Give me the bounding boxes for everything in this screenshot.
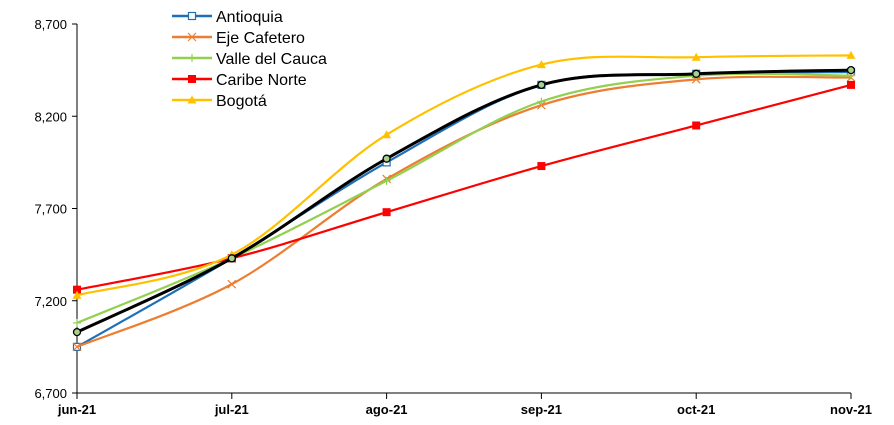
data-point (537, 80, 546, 90)
data-point (537, 162, 546, 171)
data-point (692, 121, 701, 130)
legend-item: Antioquia (172, 9, 283, 26)
series-4 (72, 50, 856, 299)
legend-label: Antioquia (216, 9, 283, 26)
legend-marker (188, 75, 196, 83)
data-point (537, 97, 546, 106)
data-point (227, 254, 236, 263)
legend-label: Eje Cafetero (216, 30, 305, 47)
x-tick-label: oct-21 (677, 402, 715, 417)
legend-item: Eje Cafetero (172, 30, 305, 47)
x-tick-label: sep-21 (521, 402, 562, 417)
series-group (72, 50, 856, 352)
data-point (73, 318, 81, 327)
legend-label: Caribe Norte (216, 72, 307, 89)
data-point (72, 290, 82, 299)
legend-marker (188, 54, 196, 62)
series-0 (72, 67, 856, 351)
data-point (691, 52, 701, 61)
data-point (72, 327, 82, 337)
series-3 (73, 80, 855, 294)
y-axis-ticks: 6,700 7,200 7,700 8,200 8,700 (34, 17, 77, 401)
x-tick-label: jul-21 (214, 402, 249, 417)
x-axis-ticks: jun-21 jul-21 ago-21 sep-21 oct-21 nov-21 (57, 393, 872, 417)
legend-marker (187, 11, 197, 21)
data-point (382, 154, 391, 163)
data-point (227, 279, 237, 289)
legend-item: Caribe Norte (172, 72, 307, 89)
x-tick-label: nov-21 (830, 402, 872, 417)
data-point (847, 80, 855, 89)
data-point (846, 65, 856, 75)
series-5 (72, 65, 856, 337)
series-2 (73, 71, 855, 327)
y-tick-label: 7,700 (34, 202, 67, 217)
series-line (76, 68, 852, 334)
legend-marker (187, 32, 197, 42)
legend-item: Valle del Cauca (172, 51, 327, 68)
data-point (536, 60, 546, 69)
y-tick-label: 8,200 (34, 109, 67, 124)
data-point (72, 342, 82, 352)
legend-label: Bogotá (216, 93, 267, 110)
x-tick-label: jun-21 (57, 402, 96, 417)
legend-item: Bogotá (172, 93, 267, 110)
series-line (76, 70, 852, 348)
y-tick-label: 8,700 (34, 17, 67, 32)
series-line (76, 54, 852, 297)
data-point (382, 130, 392, 139)
y-tick-label: 7,200 (34, 294, 67, 309)
legend: Antioquia Eje Cafetero Valle del Cauca Cari… (172, 9, 327, 110)
legend-label: Valle del Cauca (216, 51, 327, 68)
x-tick-label: ago-21 (366, 402, 408, 417)
y-tick-label: 6,700 (34, 386, 67, 401)
legend-marker (187, 95, 197, 104)
data-point (382, 176, 391, 185)
data-point (382, 208, 391, 217)
series-line (76, 72, 852, 324)
data-point (692, 69, 701, 78)
data-point (846, 50, 856, 59)
